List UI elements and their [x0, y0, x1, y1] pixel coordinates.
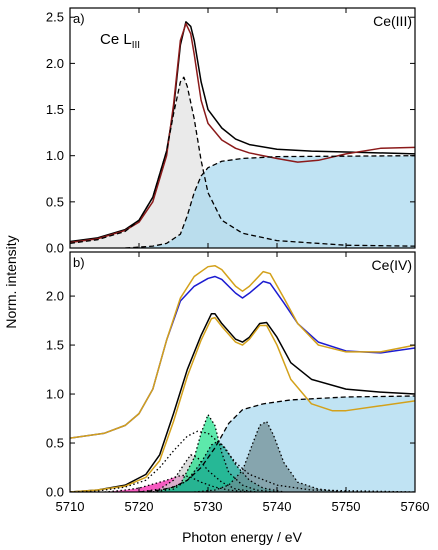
panel-label: a) [73, 11, 85, 26]
plot-area [70, 21, 415, 248]
x-tick-label: 5730 [194, 499, 223, 514]
component-fill-9 [152, 441, 284, 492]
series-line-2 [70, 312, 415, 492]
y-tick-label: 1.5 [46, 102, 64, 117]
x-tick-label: 5710 [56, 499, 85, 514]
plot-area [70, 264, 415, 492]
axes-frame [69, 7, 416, 249]
x-tick-label: 5750 [332, 499, 361, 514]
y-tick-label: 1.0 [46, 148, 64, 163]
series-line-10 [194, 420, 347, 492]
y-tick-label: 1.0 [46, 387, 64, 402]
panel-label: b) [73, 255, 85, 270]
sample-label: Ce(III) [373, 13, 412, 29]
y-tick-label: 2.5 [46, 10, 64, 25]
series-line-3 [70, 316, 415, 492]
axes-frame [69, 251, 416, 493]
edge-label: Ce LIII [100, 31, 140, 51]
series-line-9 [152, 440, 285, 492]
y-tick-label: 0.5 [46, 436, 64, 451]
y-tick-label: 0.0 [46, 241, 64, 256]
x-tick-label: 5720 [125, 499, 154, 514]
x-tick-label: 5760 [401, 499, 430, 514]
series-line-1 [70, 22, 415, 244]
panel-b: 5710 5720 5730 5740 5750 5760 0.0 0.5 1.0 1.5 2.0 b… [46, 251, 430, 514]
series-line-4 [70, 430, 415, 492]
series-line-7 [138, 454, 257, 492]
y-tick-label: 2.0 [46, 289, 64, 304]
y-tick-label: 1.5 [46, 338, 64, 353]
x-tick-label: 5740 [263, 499, 292, 514]
y-tick-label: 2.0 [46, 56, 64, 71]
series-line-3 [125, 155, 415, 248]
y-axis-title: Norm. intensity [3, 235, 19, 328]
component-fill-3 [125, 155, 415, 248]
series-line-5 [138, 395, 415, 492]
series-line-0 [70, 21, 415, 243]
y-tick-label: 0.0 [46, 485, 64, 500]
component-fill-10 [194, 421, 346, 492]
y-tick-label: 0.5 [46, 194, 64, 209]
sample-label: Ce(IV) [372, 257, 412, 273]
x-axis-title: Photon energy / eV [182, 529, 303, 545]
edge-label-subscript: III [132, 40, 140, 51]
panel-a: 0.0 0.5 1.0 1.5 2.0 2.5 a) Ce(III) Ce LIII [46, 7, 416, 256]
series-line-1 [70, 264, 415, 439]
series-line-6 [104, 474, 250, 492]
component-fill-2 [70, 77, 415, 248]
